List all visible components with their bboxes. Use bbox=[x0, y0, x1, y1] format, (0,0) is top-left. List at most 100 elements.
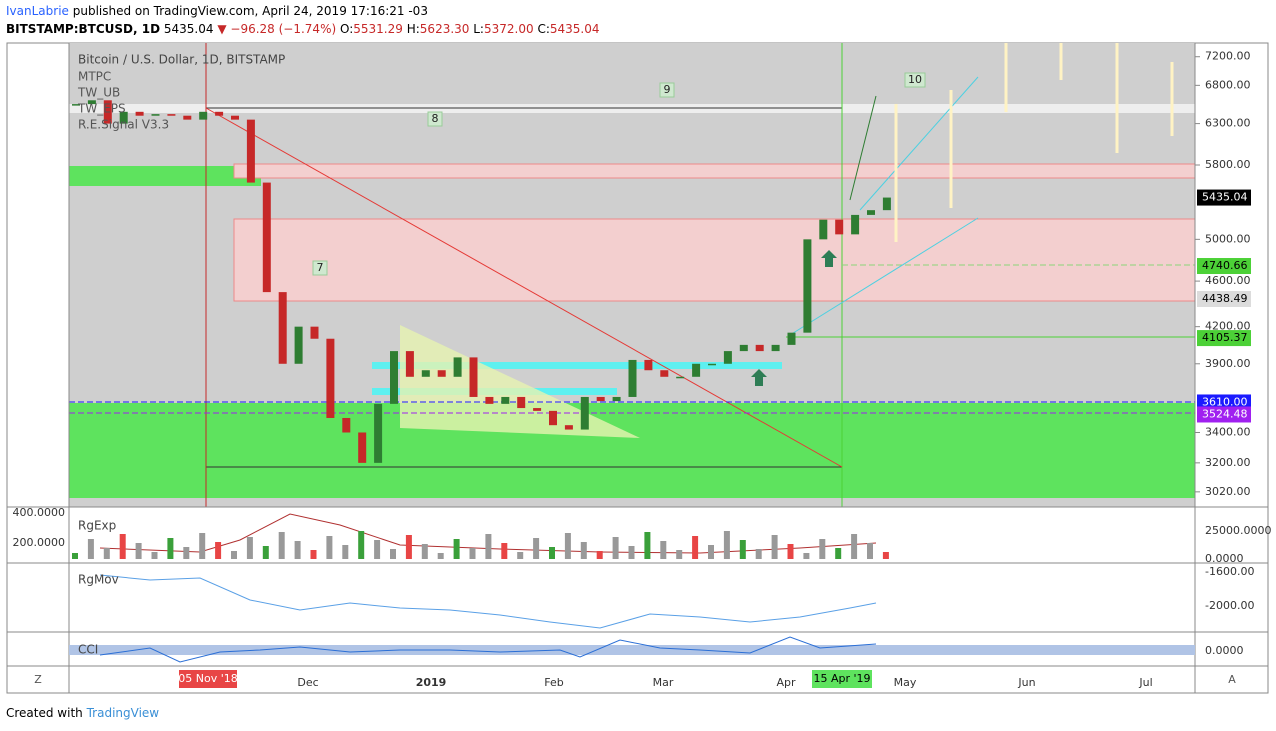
price-badge bbox=[1197, 291, 1251, 308]
pane-tick: 400.0000 bbox=[13, 506, 66, 519]
candle bbox=[342, 417, 351, 433]
zone bbox=[69, 166, 261, 186]
wave-badge bbox=[904, 72, 926, 88]
indicator-name: TW_EPS bbox=[77, 102, 126, 116]
corner-button[interactable]: Z bbox=[34, 673, 42, 686]
pane-tick: 0.0000 bbox=[1205, 644, 1244, 657]
brand[interactable]: TradingView bbox=[86, 706, 160, 720]
candle bbox=[787, 332, 796, 345]
candle bbox=[437, 370, 446, 377]
volume-bar bbox=[151, 552, 158, 559]
volume-bar bbox=[374, 540, 381, 559]
volume-bar bbox=[453, 539, 460, 559]
price-label: 4740.66 bbox=[1202, 259, 1248, 272]
volume-bar bbox=[692, 536, 699, 559]
candle bbox=[183, 115, 192, 120]
candle bbox=[246, 119, 255, 183]
indicator-name: R.E.Signal V3.3 bbox=[78, 118, 169, 132]
volume-bar bbox=[278, 532, 285, 559]
volume-bar bbox=[660, 541, 667, 559]
candle bbox=[692, 363, 701, 377]
volume-bar bbox=[199, 533, 206, 559]
volume-bar bbox=[262, 546, 269, 559]
y-tick-label: 3020.00 bbox=[1205, 485, 1251, 498]
ohlc-value: 5435.04 bbox=[549, 22, 600, 36]
y-tick-label: 4200.00 bbox=[1205, 320, 1251, 333]
price-label: 3610.00 bbox=[1202, 395, 1248, 408]
candle bbox=[278, 292, 287, 364]
x-tick-label: Feb bbox=[544, 676, 563, 689]
candle bbox=[294, 326, 303, 364]
candle bbox=[167, 114, 176, 116]
volume-bar bbox=[612, 537, 619, 559]
volume-bar bbox=[246, 537, 253, 559]
author[interactable]: IvanLabrie bbox=[6, 4, 69, 18]
y-tick-label: 7200.00 bbox=[1205, 50, 1251, 63]
volume-bar bbox=[739, 540, 746, 559]
x-tick-label: Dec bbox=[297, 676, 318, 689]
volume-bar bbox=[867, 543, 873, 559]
cci-line bbox=[99, 636, 877, 663]
y-tick-label: 3400.00 bbox=[1205, 425, 1251, 438]
pane-tick: 0.0000 bbox=[1205, 552, 1244, 565]
volume-bar bbox=[787, 544, 794, 559]
volume-bar bbox=[437, 553, 444, 559]
candle bbox=[310, 326, 319, 339]
candle bbox=[660, 370, 669, 377]
y-tick-label: 6800.00 bbox=[1205, 78, 1251, 91]
x-tick-label: 2019 bbox=[416, 676, 447, 689]
arrow bbox=[859, 76, 979, 211]
pane-tick: 25000.0000 bbox=[1205, 524, 1271, 537]
wave-badge bbox=[427, 111, 443, 127]
price-badge bbox=[1197, 258, 1251, 275]
date-label: 05 Nov '18 bbox=[178, 672, 237, 685]
volume-bar bbox=[580, 542, 587, 559]
candle bbox=[405, 351, 414, 377]
volume-bar bbox=[882, 552, 889, 559]
ohlc-key: C: bbox=[537, 22, 550, 36]
candle bbox=[485, 396, 494, 404]
rgexp-line bbox=[99, 513, 877, 554]
arrow bbox=[789, 217, 979, 336]
cci-band bbox=[69, 645, 1195, 655]
ohlc-value: 5623.30 bbox=[419, 22, 470, 36]
volume-bar bbox=[723, 531, 730, 559]
candle bbox=[612, 396, 621, 402]
candle bbox=[723, 351, 732, 364]
candle bbox=[135, 111, 144, 116]
x-tick-label: Mar bbox=[653, 676, 674, 689]
ohlc-key: O: bbox=[339, 22, 354, 36]
chart-title: Bitcoin / U.S. Dollar, 1D, BITSTAMP bbox=[78, 53, 285, 67]
volume-bar bbox=[851, 534, 858, 559]
published: published on TradingView.com, April 24, … bbox=[72, 4, 428, 18]
candle bbox=[469, 357, 478, 397]
candle bbox=[199, 111, 208, 120]
volume-bar bbox=[342, 545, 349, 559]
candle bbox=[72, 104, 80, 106]
pane-name: RgMov bbox=[78, 573, 119, 587]
candle bbox=[501, 396, 510, 404]
candle bbox=[882, 197, 891, 211]
volume-bar bbox=[485, 534, 492, 559]
zone bbox=[233, 218, 1196, 302]
wave-badge bbox=[312, 260, 328, 276]
last: 5435.04 bbox=[163, 22, 214, 36]
volume-bar bbox=[167, 538, 174, 559]
wave-label: 9 bbox=[664, 83, 671, 96]
volume-bar bbox=[517, 552, 524, 559]
candle bbox=[103, 100, 112, 124]
candle bbox=[819, 219, 828, 240]
header-line: IvanLabrie published on TradingView.com,… bbox=[6, 4, 428, 18]
volume-bar bbox=[358, 531, 365, 559]
volume-bar bbox=[644, 532, 651, 559]
chart: Bitcoin / U.S. Dollar, 1D, BITSTAMP 05 N… bbox=[6, 42, 1271, 694]
volume-bar bbox=[771, 535, 778, 559]
indicator-name: TW_UB bbox=[77, 86, 120, 100]
candle bbox=[708, 363, 716, 366]
volume-bar bbox=[215, 542, 222, 559]
rgmov-line bbox=[99, 574, 877, 629]
candle bbox=[358, 432, 367, 463]
zone bbox=[372, 362, 782, 369]
corner-button[interactable]: A bbox=[1228, 673, 1236, 686]
